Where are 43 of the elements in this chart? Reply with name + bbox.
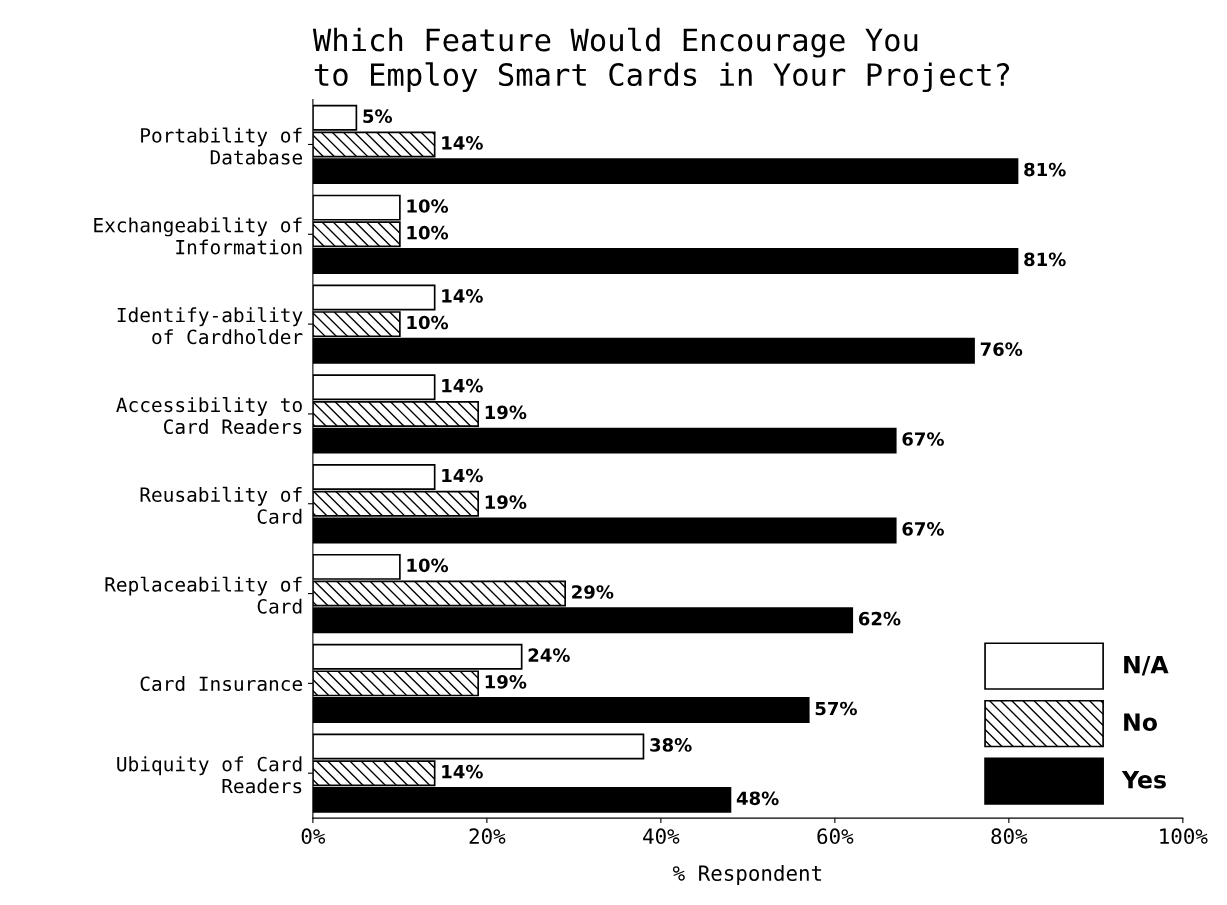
- data-label: 62%: [858, 611, 901, 626]
- data-label: 14%: [442, 289, 483, 303]
- data-label: 57%: [815, 701, 857, 716]
- legend-label: N/A: [1124, 656, 1169, 676]
- data-label: 48%: [736, 791, 779, 806]
- data-label: 10%: [407, 315, 449, 330]
- y-tick-label: Replaceability of Card: [105, 576, 302, 614]
- legend-label: No: [1124, 713, 1157, 732]
- data-label: 38%: [650, 738, 692, 752]
- y-tick-label: Exchangeability of Information: [94, 217, 302, 255]
- x-tick-label: 80%: [991, 828, 1028, 845]
- x-tick-label: 60%: [817, 828, 854, 845]
- y-tick-label: Ubiquity of Card Readers: [117, 756, 302, 794]
- y-tick-label: Card Insurance: [140, 676, 303, 692]
- data-label: 67%: [902, 432, 944, 446]
- y-tick-label: Reusability of Card: [140, 486, 302, 524]
- data-label: 81%: [1024, 162, 1066, 177]
- x-tick-label: 0%: [301, 828, 326, 845]
- data-label: 19%: [485, 405, 527, 420]
- data-label: 81%: [1024, 252, 1066, 267]
- data-label: 10%: [407, 199, 449, 213]
- data-label: 5%: [363, 109, 393, 124]
- x-tick-label: 40%: [643, 828, 680, 845]
- y-tick-label: Identify-ability of Cardholder: [117, 307, 303, 345]
- data-label: 67%: [902, 522, 944, 536]
- y-tick-label: Portability of Database: [141, 127, 303, 165]
- data-label: 14%: [442, 378, 483, 393]
- data-label: 10%: [407, 558, 449, 573]
- data-label: 29%: [572, 585, 614, 599]
- data-label: 19%: [485, 495, 527, 509]
- data-label: 24%: [528, 648, 570, 662]
- data-label: 14%: [442, 764, 483, 779]
- data-label: 10%: [407, 225, 449, 240]
- x-tick-label: 100%: [1160, 828, 1208, 845]
- legend-label: Yes: [1121, 771, 1166, 789]
- x-axis-title: % Respondent: [672, 864, 822, 886]
- data-label: 14%: [442, 136, 483, 150]
- y-tick-label: Accessibility to Card Readers: [116, 397, 302, 435]
- data-label: 19%: [485, 674, 527, 689]
- chart-title: Which Feature Would Encourage You to Employ Smart Cards in Your Project?: [312, 27, 1010, 93]
- x-tick-label: 20%: [469, 828, 506, 845]
- data-label: 14%: [442, 468, 483, 483]
- data-label: 76%: [980, 342, 1023, 357]
